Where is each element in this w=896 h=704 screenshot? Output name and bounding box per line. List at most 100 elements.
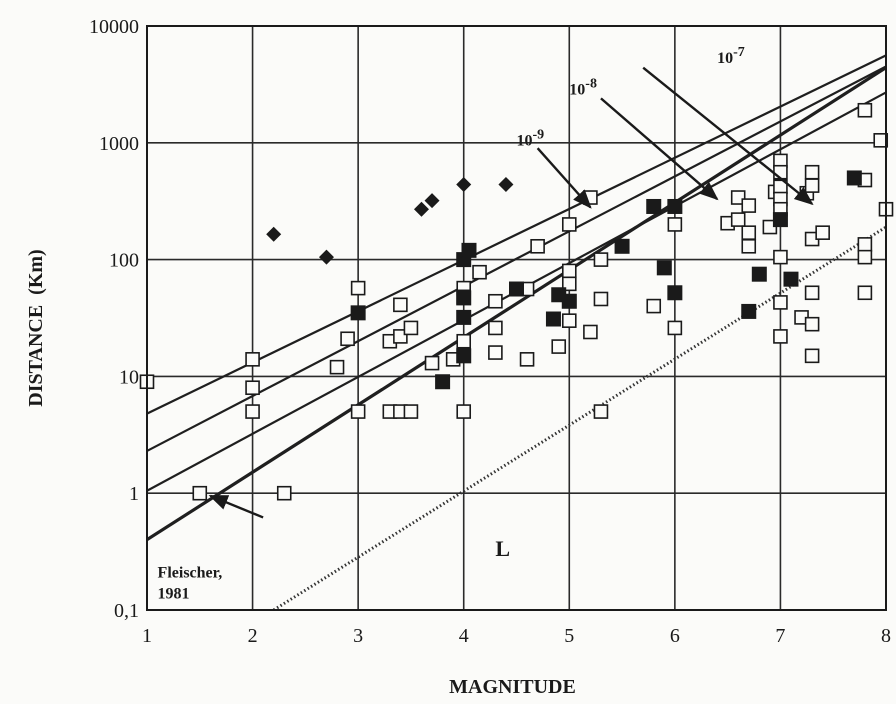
- open-square-point: [488, 320, 503, 336]
- x-tick-label: 3: [353, 625, 363, 647]
- filled-square-point: [456, 309, 472, 325]
- filled-square-point: [772, 212, 788, 228]
- open-square-point: [773, 295, 788, 310]
- y-axis-title: DISTANCE (Km): [25, 249, 47, 406]
- filled-square-point: [667, 198, 683, 214]
- open-square-point: [873, 133, 889, 148]
- open-square-point: [667, 320, 683, 336]
- annotation-arrow: [642, 66, 814, 206]
- filled-diamond-point: [498, 176, 514, 192]
- filled-square-point: [456, 290, 472, 306]
- axes: 1 2 3 4 5 6 7 80,1110100100010000MAGNITUDEDISTA…: [25, 16, 891, 698]
- open-square-point: [340, 331, 355, 347]
- filled-square-point: [350, 305, 366, 321]
- filled-square-point: [435, 374, 451, 390]
- open-square-point: [857, 237, 873, 252]
- open-square-point: [804, 164, 820, 180]
- series-line: [272, 225, 886, 610]
- open-square-point: [561, 263, 577, 279]
- annotation-arrow: [600, 97, 719, 201]
- data-points: [139, 102, 894, 501]
- open-square-point: [488, 293, 503, 309]
- open-square-point: [730, 212, 746, 227]
- annotations: 10-7 10-8 10-9 Fleischer, 1981 L: [158, 45, 814, 602]
- grid: [146, 25, 887, 611]
- annotation-label: 10-9: [517, 127, 545, 149]
- filled-square-point: [751, 266, 767, 282]
- open-square-point: [804, 285, 820, 301]
- open-square-point: [472, 264, 487, 280]
- filled-diamond-point: [456, 176, 472, 192]
- open-square-point: [551, 339, 567, 354]
- y-tick-label: 10: [119, 366, 139, 388]
- filled-square-point: [783, 271, 799, 287]
- y-tick-label: 1: [129, 483, 139, 505]
- open-square-point: [815, 225, 830, 240]
- open-square-point: [593, 291, 609, 307]
- y-tick-label: 0,1: [114, 600, 139, 622]
- annotation-label: 10-7: [717, 45, 745, 67]
- open-square-point: [773, 164, 788, 180]
- open-square-point: [245, 380, 260, 396]
- open-square-point: [276, 485, 292, 501]
- open-square-point: [350, 404, 366, 419]
- open-square-point: [804, 178, 820, 193]
- filled-square-point: [846, 170, 862, 186]
- series-line: [147, 54, 886, 415]
- annotation-label: 10-8: [569, 76, 597, 98]
- open-square-point: [741, 198, 757, 213]
- filled-diamond-point: [266, 226, 282, 242]
- open-square-point: [456, 333, 472, 349]
- open-square-point: [519, 352, 535, 367]
- open-square-point: [561, 217, 577, 232]
- open-square-point: [245, 404, 260, 419]
- x-tick-label: 2: [248, 625, 258, 647]
- filled-square-point: [614, 238, 630, 254]
- open-square-point: [773, 249, 788, 265]
- x-tick-label: 1: [142, 625, 152, 647]
- filled-diamond-point: [413, 201, 429, 217]
- filled-square-point: [456, 348, 472, 364]
- x-tick-label: 7: [775, 625, 785, 647]
- x-tick-label: 4: [459, 625, 469, 647]
- open-square-point: [741, 238, 757, 254]
- x-axis-title: MAGNITUDE: [449, 676, 576, 698]
- open-square-point: [857, 249, 873, 265]
- open-square-point: [561, 313, 577, 328]
- open-square-point: [329, 359, 345, 375]
- x-tick-label: 6: [670, 625, 680, 647]
- open-square-point: [730, 190, 746, 205]
- filled-square-point: [656, 260, 672, 276]
- open-square-point: [773, 329, 788, 344]
- series-line: [147, 66, 886, 542]
- x-tick-label: 5: [564, 625, 574, 647]
- filled-diamond-point: [424, 193, 440, 209]
- open-square-point: [393, 297, 408, 313]
- open-square-point: [667, 217, 683, 232]
- open-square-point: [857, 102, 873, 118]
- open-square-point: [583, 324, 598, 340]
- filled-square-point: [646, 198, 662, 214]
- y-tick-label: 10000: [89, 16, 139, 38]
- open-square-point: [530, 238, 545, 254]
- open-square-point: [593, 404, 609, 419]
- open-square-point: [646, 298, 662, 314]
- annotation-arrow: [536, 147, 592, 209]
- plot-frame: [146, 25, 887, 611]
- filled-square-point: [461, 242, 477, 258]
- open-square-point: [403, 404, 419, 419]
- filled-square-point: [509, 281, 524, 297]
- open-square-point: [350, 280, 366, 296]
- filled-diamond-point: [318, 249, 334, 265]
- filled-square-point: [741, 303, 757, 319]
- annotation-label: 1981: [158, 585, 190, 602]
- y-tick-label: 1000: [99, 133, 139, 155]
- open-square-point: [245, 352, 260, 367]
- open-square-point: [741, 225, 757, 240]
- series-line: [147, 65, 886, 452]
- open-square-point: [403, 320, 419, 336]
- open-square-point: [424, 355, 440, 371]
- filled-square-point: [545, 311, 561, 327]
